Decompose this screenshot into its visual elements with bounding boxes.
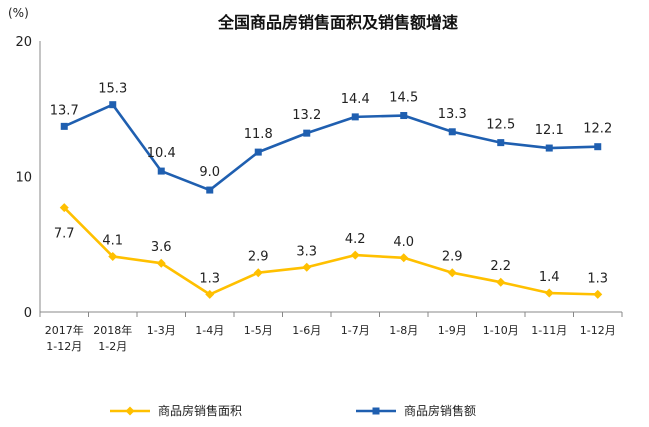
- data-label: 3.6: [151, 240, 172, 255]
- data-label: 4.0: [393, 235, 414, 250]
- x-tick-label: 1-9月: [438, 324, 467, 337]
- data-point: [399, 253, 409, 263]
- data-label: 1.3: [587, 271, 608, 286]
- x-tick-label: 1-11月: [531, 324, 567, 337]
- data-point: [448, 128, 456, 136]
- data-labels: 7.7 4.1 3.6 1.3 2.9 3.3 4.2 4.0 2.9 2.2 1.4 1.3 13.7…: [50, 82, 612, 287]
- legend-marker-2: [372, 407, 380, 415]
- x-tick-label: 1-8月: [389, 324, 418, 337]
- x-tick-label: 1-4月: [195, 324, 224, 337]
- data-point: [497, 139, 505, 147]
- series-line-1: [63, 206, 598, 296]
- legend-label-2: 商品房销售额: [404, 403, 476, 418]
- data-point: [447, 268, 457, 278]
- data-point: [108, 251, 118, 261]
- data-label: 13.3: [438, 107, 467, 122]
- data-label: 2.2: [490, 259, 511, 274]
- legend-label-1: 商品房销售面积: [158, 403, 242, 418]
- data-point: [206, 186, 214, 194]
- data-point: [303, 129, 311, 137]
- y-axis-unit: (%): [8, 6, 29, 20]
- data-label: 7.7: [54, 227, 75, 242]
- x-tick-label: 1-2月: [98, 340, 127, 353]
- data-label: 13.2: [292, 108, 321, 123]
- data-label: 12.2: [583, 122, 612, 137]
- series-layer: [59, 101, 603, 299]
- data-point: [594, 143, 602, 151]
- y-tick-label: 10: [15, 171, 32, 186]
- data-point: [302, 262, 312, 272]
- data-point: [253, 268, 263, 278]
- data-point: [400, 112, 408, 120]
- data-label: 15.3: [98, 82, 127, 97]
- data-label: 12.5: [486, 118, 515, 133]
- data-label: 1.4: [539, 270, 560, 285]
- data-label: 9.0: [199, 165, 220, 180]
- data-label: 4.1: [102, 233, 123, 248]
- x-tick-label: 1-5月: [244, 324, 273, 337]
- data-point: [60, 122, 68, 130]
- data-point: [545, 144, 553, 152]
- data-point: [351, 113, 359, 121]
- y-tick-label: 20: [15, 35, 32, 50]
- data-label: 13.7: [50, 103, 79, 118]
- chart-title: 全国商品房销售面积及销售额增速: [217, 13, 458, 32]
- data-label: 14.4: [341, 92, 370, 107]
- y-tick-label: 0: [24, 306, 32, 321]
- data-label: 14.5: [389, 91, 418, 106]
- data-label: 1.3: [199, 271, 220, 286]
- x-tick-label: 1-6月: [292, 324, 321, 337]
- legend: 商品房销售面积 商品房销售额: [110, 403, 476, 418]
- data-point: [593, 289, 603, 299]
- data-point: [156, 258, 166, 268]
- data-point: [496, 277, 506, 287]
- x-tick-label: 1-12月: [46, 340, 82, 353]
- data-point: [109, 101, 117, 109]
- legend-marker-1: [125, 406, 135, 416]
- x-tick-label: 1-3月: [147, 324, 176, 337]
- data-point: [205, 289, 215, 299]
- series-line-2: [63, 103, 598, 192]
- x-tick-label: 2017年: [45, 323, 84, 337]
- data-point: [157, 167, 165, 175]
- data-point: [350, 250, 360, 260]
- data-label: 3.3: [296, 244, 317, 259]
- data-label: 2.9: [442, 250, 463, 265]
- x-tick-label: 1-10月: [483, 324, 519, 337]
- data-label: 4.2: [345, 232, 366, 247]
- x-tick-label: 1-7月: [341, 324, 370, 337]
- data-label: 2.9: [248, 250, 269, 265]
- data-label: 12.1: [535, 123, 564, 138]
- data-label: 10.4: [147, 146, 176, 161]
- data-point: [59, 203, 69, 213]
- x-tick-label: 2018年: [93, 323, 132, 337]
- x-tick-label: 1-12月: [580, 324, 616, 337]
- axes: 0 10 20 2017年 1-12月 2018年 1-2月 1-3月 1-4月 1-5月 1-6月…: [15, 35, 623, 353]
- data-point: [544, 288, 554, 298]
- data-point: [254, 148, 262, 156]
- data-label: 11.8: [244, 127, 273, 142]
